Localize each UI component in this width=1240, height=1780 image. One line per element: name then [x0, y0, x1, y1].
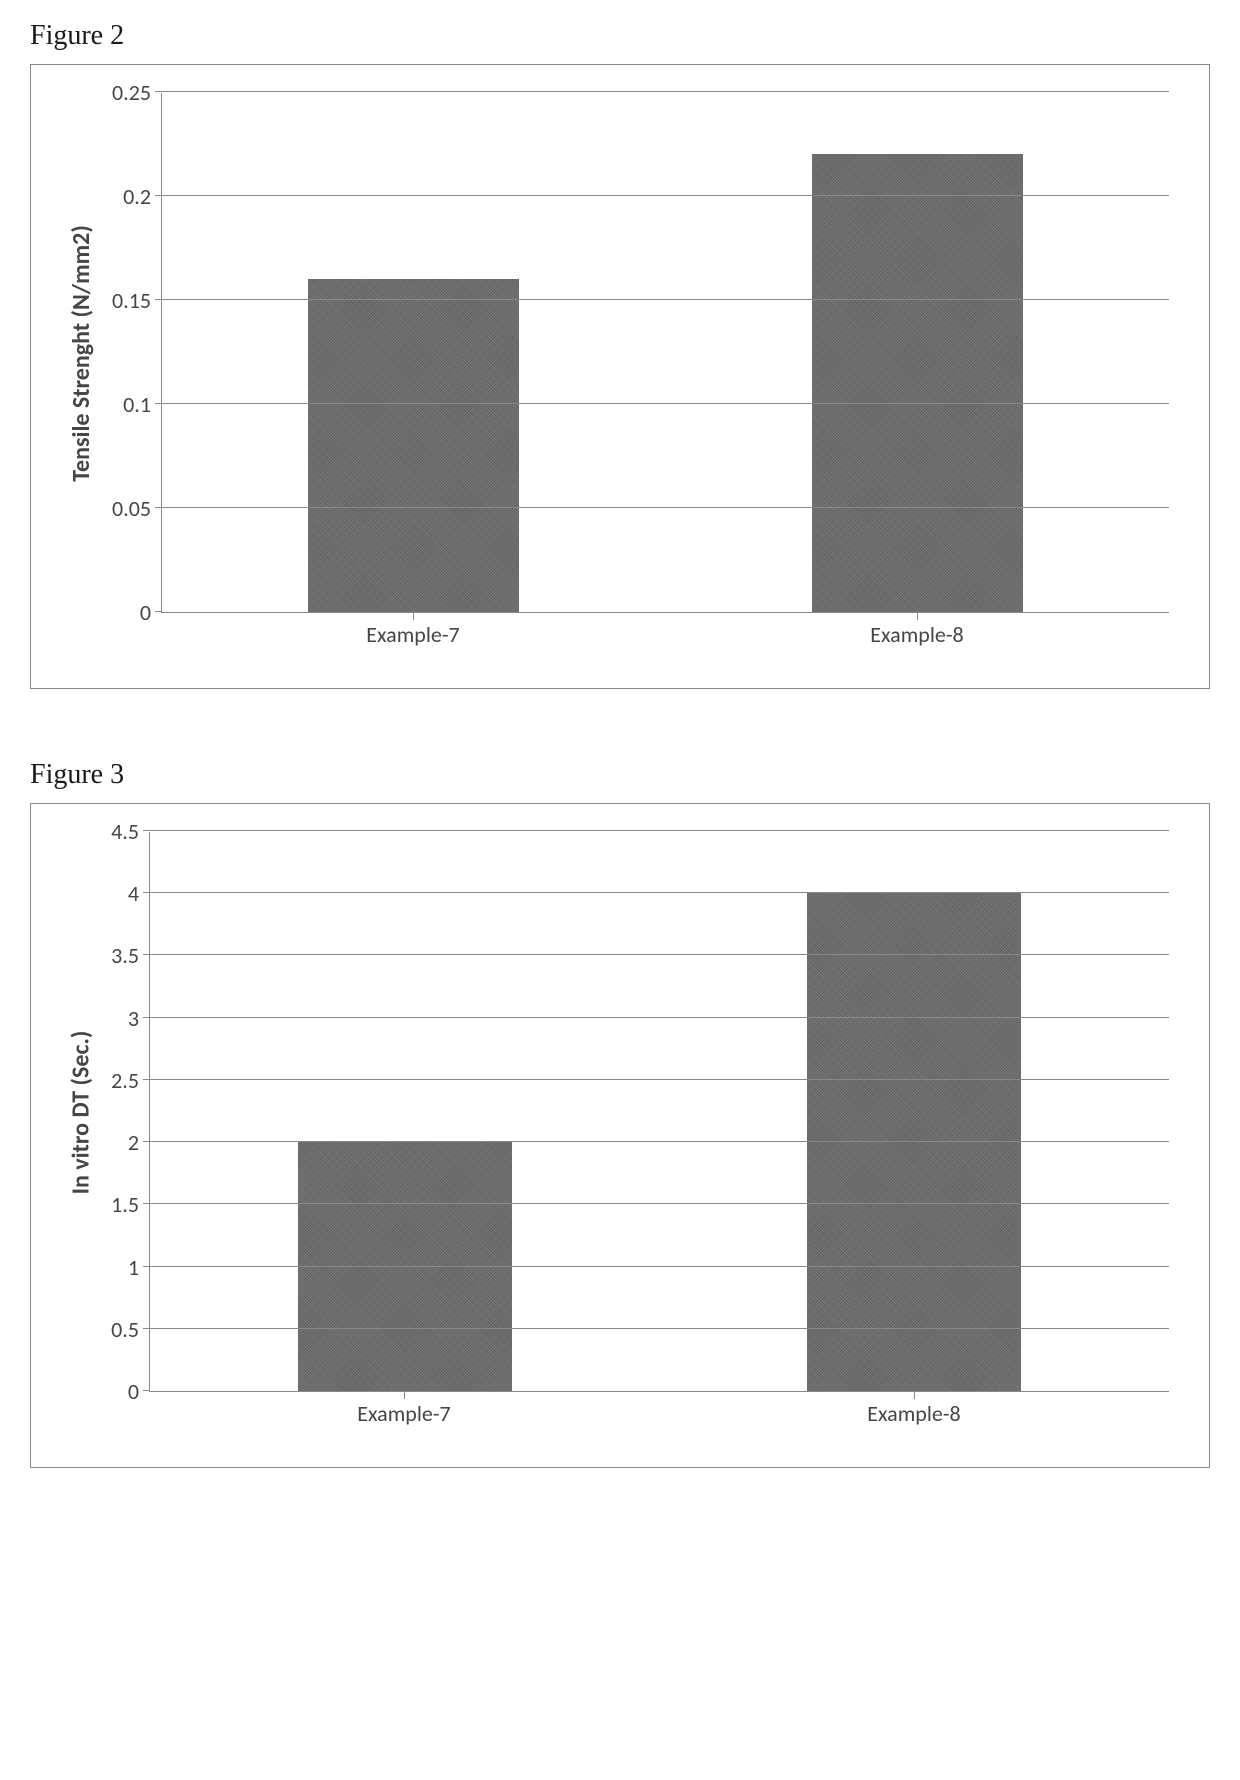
bar-slot — [660, 832, 1170, 1391]
x-tick-label: Example-7 — [161, 621, 665, 648]
spacer — [61, 1400, 101, 1427]
gridline — [150, 1266, 1169, 1267]
y-tick-mark — [155, 299, 162, 300]
y-tick-mark — [143, 1328, 150, 1329]
y-tick-mark — [143, 892, 150, 893]
x-tick-text: Example-8 — [867, 1400, 960, 1427]
gridline — [150, 1203, 1169, 1204]
figure3-bars-layer — [150, 832, 1169, 1391]
figure2-ylabel: Tensile Strenght (N/mm2) — [67, 225, 96, 482]
bar-slot — [162, 93, 666, 612]
figure3-plot-area — [149, 832, 1169, 1392]
spacer — [101, 621, 161, 648]
figure3-title: Figure 3 — [30, 759, 1210, 791]
x-tick-mark — [917, 613, 918, 620]
figure3-yaxis: 00.511.522.533.544.5 — [101, 832, 149, 1392]
x-tick-label: Example-7 — [149, 1400, 659, 1427]
gridline — [150, 954, 1169, 955]
gridline — [162, 195, 1169, 196]
y-tick-mark — [143, 1141, 150, 1142]
y-tick-mark — [155, 507, 162, 508]
y-tick-mark — [155, 403, 162, 404]
figure2-title: Figure 2 — [30, 20, 1210, 52]
bar — [298, 1142, 512, 1391]
figure2-ylabel-cell: Tensile Strenght (N/mm2) — [61, 93, 101, 613]
x-tick-text: Example-7 — [366, 621, 459, 648]
gridline — [150, 1328, 1169, 1329]
figure3-ylabel: In vitro DT (Sec.) — [67, 1030, 96, 1194]
y-tick-mark — [143, 1203, 150, 1204]
x-tick-label: Example-8 — [659, 1400, 1169, 1427]
gridline — [150, 1017, 1169, 1018]
bar — [812, 154, 1023, 612]
y-tick-mark — [143, 830, 150, 831]
figure3-chart: In vitro DT (Sec.) 00.511.522.533.544.5 … — [30, 803, 1210, 1468]
spacer — [101, 1400, 149, 1427]
gridline — [150, 1141, 1169, 1142]
x-tick-label: Example-8 — [665, 621, 1169, 648]
y-tick-mark — [143, 1266, 150, 1267]
x-tick-mark — [914, 1392, 915, 1399]
bar-slot — [150, 832, 660, 1391]
y-tick-mark — [143, 954, 150, 955]
bar — [308, 279, 519, 612]
gridline — [150, 1079, 1169, 1080]
y-tick-mark — [155, 91, 162, 92]
figure2-bars-layer — [162, 93, 1169, 612]
spacer — [61, 621, 101, 648]
y-tick-mark — [155, 195, 162, 196]
y-tick-mark — [155, 611, 162, 612]
gridline — [150, 830, 1169, 831]
y-tick-mark — [143, 1079, 150, 1080]
gridline — [162, 91, 1169, 92]
y-tick-mark — [143, 1017, 150, 1018]
x-tick-text: Example-8 — [870, 621, 963, 648]
figure3-xaxis: Example-7 Example-8 — [149, 1400, 1169, 1427]
gridline — [162, 299, 1169, 300]
figure3-ylabel-cell: In vitro DT (Sec.) — [61, 832, 101, 1392]
x-tick-text: Example-7 — [357, 1400, 450, 1427]
x-tick-mark — [404, 1392, 405, 1399]
figure2-plot-area — [161, 93, 1169, 613]
gridline — [162, 507, 1169, 508]
gridline — [150, 892, 1169, 893]
bar-slot — [666, 93, 1170, 612]
figure2-yaxis: 00.050.10.150.20.25 — [101, 93, 161, 613]
figure2-chart: Tensile Strenght (N/mm2) 00.050.10.150.2… — [30, 64, 1210, 689]
gridline — [162, 403, 1169, 404]
y-tick-mark — [143, 1390, 150, 1391]
figure2-xaxis: Example-7 Example-8 — [161, 621, 1169, 648]
x-tick-mark — [413, 613, 414, 620]
